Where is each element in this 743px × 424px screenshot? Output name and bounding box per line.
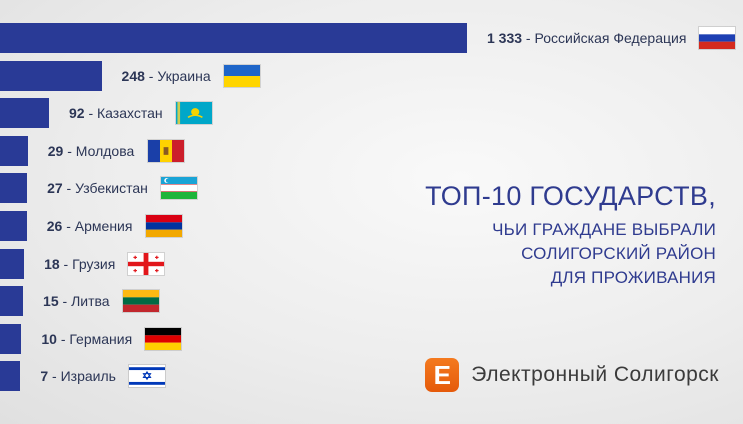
logo-text: Электронный Солигорск: [471, 363, 719, 386]
bar-label-8: 15 - Литва: [43, 293, 110, 309]
bar-value-label: 92: [68, 105, 85, 122]
bar-category-label: Армения: [74, 218, 133, 234]
bar-value-label: 248: [121, 67, 145, 84]
bar-label-1: 1 333 - Российская Федерация: [487, 30, 686, 46]
ukraine-flag-icon: [223, 64, 260, 87]
bar-label-4: 29 - Молдова: [48, 143, 135, 159]
bar-value-label: 27: [47, 180, 63, 197]
bar-3: [0, 98, 49, 129]
site-logo: Е Электронный Солигорск: [425, 358, 719, 392]
chart-title-block: ТОП-10 ГОСУДАРСТВ, ЧЬИ ГРАЖДАНЕ ВЫБРАЛИ …: [425, 180, 716, 290]
label-separator: -: [62, 218, 75, 234]
bar-label-9: 10 - Германия: [41, 331, 132, 347]
bar-value-label: 26: [46, 218, 63, 234]
bar-value-label: 29: [47, 142, 64, 159]
uzbekistan-flag-icon: [161, 177, 198, 200]
bar-label-5: 27 - Узбекистан: [47, 180, 148, 196]
bar-category-label: Российская Федерация: [534, 30, 687, 46]
bar-category-label: Литва: [71, 293, 110, 310]
bar-value-label: 15: [43, 293, 59, 310]
bar-7: [0, 248, 25, 279]
bar-8: [0, 286, 24, 317]
label-separator: -: [63, 142, 76, 159]
bar-4: [0, 135, 28, 166]
bar-category-label: Германия: [69, 330, 133, 347]
logo-letter: Е: [433, 360, 451, 390]
bar-label-7: 18 - Грузия: [44, 256, 115, 272]
bar-value-label: 1 333: [487, 30, 523, 46]
bar-label-6: 26 - Армения: [47, 218, 133, 234]
bar-category-label: Украина: [157, 67, 211, 84]
label-separator: -: [522, 30, 535, 46]
bar-category-label: Узбекистан: [75, 180, 148, 197]
bar-category-label: Казахстан: [97, 105, 163, 122]
bar-1: [0, 23, 467, 53]
russia-flag-icon: [699, 27, 735, 49]
label-separator: -: [58, 293, 72, 310]
chart-subtitle-line-2: СОЛИГОРСКИЙ РАЙОН: [521, 244, 716, 263]
georgia-flag-icon: [128, 252, 165, 275]
bar-9: [0, 323, 22, 354]
lithuania-flag-icon: [123, 290, 160, 313]
label-separator: -: [84, 105, 98, 122]
armenia-flag-icon: [145, 215, 182, 237]
label-separator: -: [144, 67, 158, 84]
logo-e-icon: Е: [425, 358, 460, 392]
bar-label-2: 248 - Украина: [122, 68, 211, 84]
chart-title: ТОП-10 ГОСУДАРСТВ,: [425, 181, 716, 211]
bar-category-label: Молдова: [75, 142, 135, 159]
bar-6: [0, 211, 27, 241]
germany-flag-icon: [145, 327, 182, 350]
moldova-flag-icon: [147, 139, 184, 162]
label-separator: -: [48, 368, 61, 385]
bar-label-10: 7 - Израиль: [40, 368, 116, 384]
chart-subtitle-line-1: ЧЬИ ГРАЖДАНЕ ВЫБРАЛИ: [492, 220, 716, 239]
bar-label-3: 92 - Казахстан: [69, 105, 163, 121]
bar-10: [0, 361, 21, 392]
bar-category-label: Израиль: [60, 368, 116, 385]
bar-value-label: 7: [40, 368, 49, 385]
bar-5: [0, 173, 28, 204]
israel-flag-icon: [129, 365, 166, 388]
chart-subtitle-line-3: ДЛЯ ПРОЖИВАНИЯ: [550, 268, 716, 287]
label-separator: -: [56, 330, 70, 347]
bar-value-label: 10: [41, 330, 57, 347]
bar-value-label: 18: [44, 255, 60, 272]
kazakhstan-flag-icon: [175, 102, 212, 125]
label-separator: -: [62, 180, 76, 197]
label-separator: -: [59, 255, 73, 272]
bar-2: [0, 60, 102, 91]
bar-category-label: Грузия: [72, 255, 116, 272]
